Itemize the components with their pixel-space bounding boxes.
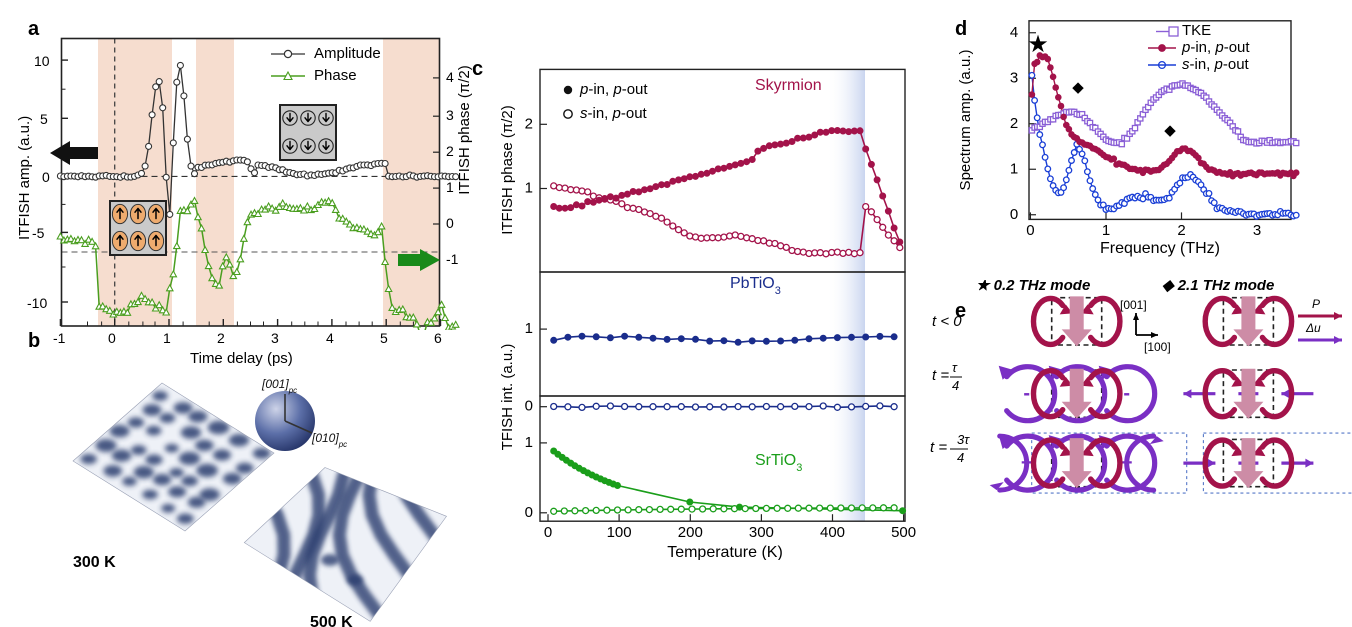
svg-text:3: 3 xyxy=(1253,222,1261,239)
svg-text:2: 2 xyxy=(1010,115,1018,132)
svg-text:t < 0: t < 0 xyxy=(932,313,962,330)
svg-text:100: 100 xyxy=(607,524,632,541)
svg-text:1: 1 xyxy=(1010,161,1018,178)
svg-text:◆ 2.1 THz mode: ◆ 2.1 THz mode xyxy=(1162,280,1274,294)
svg-text:500: 500 xyxy=(891,524,916,541)
svg-text:PbTiO3: PbTiO3 xyxy=(730,275,781,297)
svg-text:Spectrum amp. (a.u.): Spectrum amp. (a.u.) xyxy=(957,50,974,191)
svg-text:P: P xyxy=(1312,297,1320,311)
svg-text:4: 4 xyxy=(446,69,454,85)
svg-text:τ: τ xyxy=(952,360,958,375)
svg-text:200: 200 xyxy=(678,524,703,541)
svg-text:◆: ◆ xyxy=(1164,122,1176,139)
svg-text:0: 0 xyxy=(446,215,454,231)
svg-text:2: 2 xyxy=(525,115,533,132)
svg-text:p-in, p-out: p-in, p-out xyxy=(579,81,648,98)
svg-text:Δu: Δu xyxy=(1305,321,1321,335)
svg-text:SrTiO3: SrTiO3 xyxy=(755,452,802,474)
svg-text:1: 1 xyxy=(525,320,533,337)
svg-text:[010]pc: [010]pc xyxy=(311,431,347,449)
svg-text:4: 4 xyxy=(1010,24,1018,41)
svg-text:[100]: [100] xyxy=(1144,340,1171,354)
svg-text:p-in, p-out: p-in, p-out xyxy=(1181,39,1250,56)
svg-text:1: 1 xyxy=(525,180,533,197)
svg-text:4: 4 xyxy=(957,450,964,465)
svg-text:2: 2 xyxy=(446,143,454,159)
svg-text:4: 4 xyxy=(952,378,959,393)
svg-text:s-in, p-out: s-in, p-out xyxy=(580,105,648,122)
svg-text:t =: t = xyxy=(930,439,947,456)
svg-text:Skyrmion: Skyrmion xyxy=(755,77,822,94)
svg-text:◆: ◆ xyxy=(1072,79,1084,96)
svg-text:ITFISH phase (π/2): ITFISH phase (π/2) xyxy=(500,105,516,235)
svg-text:-: - xyxy=(1123,383,1130,405)
svg-text:3τ: 3τ xyxy=(957,432,970,447)
svg-text:300 K: 300 K xyxy=(73,554,116,571)
svg-text:TKE: TKE xyxy=(1182,22,1211,39)
svg-text:3: 3 xyxy=(1010,70,1018,87)
svg-text:500 K: 500 K xyxy=(310,614,353,627)
svg-text:TFISH int. (a.u.): TFISH int. (a.u.) xyxy=(500,344,516,451)
svg-text:3: 3 xyxy=(446,107,454,123)
svg-text:ITFISH phase (π/2): ITFISH phase (π/2) xyxy=(456,65,473,195)
svg-text:-: - xyxy=(1023,383,1030,405)
svg-text:1: 1 xyxy=(1102,222,1110,239)
svg-text:300: 300 xyxy=(749,524,774,541)
svg-text:0: 0 xyxy=(1010,206,1018,223)
svg-text:[001]: [001] xyxy=(1120,298,1147,312)
svg-text:0: 0 xyxy=(525,398,533,415)
svg-text:★: ★ xyxy=(1027,31,1049,58)
svg-text:1: 1 xyxy=(446,179,454,195)
svg-text:0: 0 xyxy=(525,504,533,521)
svg-text:1: 1 xyxy=(525,434,533,451)
svg-text:t =: t = xyxy=(932,367,949,384)
svg-text:-1: -1 xyxy=(446,251,459,267)
svg-text:★ 0.2 THz mode: ★ 0.2 THz mode xyxy=(976,280,1090,294)
svg-text:0: 0 xyxy=(1026,222,1034,239)
svg-text:0: 0 xyxy=(544,524,552,541)
svg-text:Frequency (THz): Frequency (THz) xyxy=(1100,240,1220,257)
svg-text:s-in, p-out: s-in, p-out xyxy=(1182,56,1250,73)
svg-text:Temperature (K): Temperature (K) xyxy=(667,544,783,560)
svg-text:2: 2 xyxy=(1177,222,1185,239)
svg-text:400: 400 xyxy=(820,524,845,541)
